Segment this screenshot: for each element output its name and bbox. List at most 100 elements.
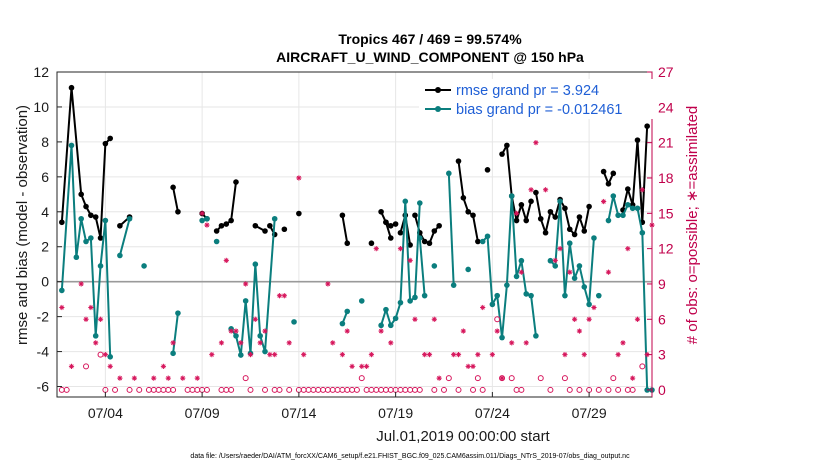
obs-possible-marker [595,386,602,393]
legend-rmse-marker [435,87,441,93]
bias-point [291,319,297,325]
rmse-point [586,203,592,210]
rmse-point [387,235,394,241]
obs-assimilated-marker [97,316,104,322]
obs-assimilated-marker [615,352,621,358]
bias-point [392,315,399,322]
obs-assimilated-marker [199,210,205,216]
bias-point [421,292,428,299]
rmse-point [228,217,234,224]
obs-assimilated-marker [281,293,287,299]
obs-assimilated-marker [93,340,99,346]
obs-assimilated-marker [489,352,495,358]
y-tick-label: 0 [41,274,49,290]
bias-point [387,322,394,329]
rmse-point [537,215,544,222]
rmse-point [344,240,351,247]
obs-possible-marker [382,386,389,393]
obs-possible-marker [136,386,143,393]
x-tick-label: 07/19 [378,405,413,421]
bias-point [508,193,515,199]
obs-possible-marker [344,386,351,393]
y-tick-label: 12 [33,64,49,80]
obs-possible-marker [561,375,568,382]
bias-point [586,301,592,308]
bias-point [605,217,612,224]
obs-assimilated-marker [243,281,249,287]
gridlines [57,71,652,397]
y2-tick-label: 24 [658,99,674,115]
rmse-point [552,214,559,220]
chart-title: Tropics 467 / 469 = 99.574% [338,31,522,47]
obs-possible-marker [615,386,622,393]
obs-possible-marker [242,375,249,382]
y-tick-label: 8 [41,134,49,150]
bias-point [450,282,457,288]
obs-assimilated-marker [470,363,476,369]
bias-point [494,292,501,299]
obs-possible-marker [402,386,409,393]
chart-subtitle: AIRCRAFT_U_WIND_COMPONENT @ 150 hPa [276,49,584,65]
obs-assimilated-marker [630,375,636,381]
obs-assimilated-marker [170,340,176,346]
rmse-point [518,201,525,208]
rmse-point [571,231,578,238]
obs-assimilated-marker [422,352,428,358]
obs-assimilated-marker [576,328,583,334]
obs-possible-marker [378,386,385,393]
bias-point [591,235,597,241]
bias-point [126,215,133,222]
obs-assimilated-marker [373,246,379,252]
obs-possible-marker [397,386,404,393]
y-tick-label: -6 [37,379,50,395]
rmse-point [605,181,612,187]
data-file-footnote: data file: /Users/raeder/DAI/ATM_forcXX/… [190,453,630,460]
obs-assimilated-marker [542,187,549,193]
bias-point [625,201,631,208]
bias-point [571,275,578,281]
y2-tick-label: 3 [658,347,666,363]
obs-possible-marker [629,386,636,393]
y2-tick-label: 0 [658,382,666,398]
obs-assimilated-marker [88,304,94,311]
rmse-point [528,198,534,205]
bias-point [504,282,510,288]
obs-assimilated-marker [634,316,641,322]
obs-possible-marker [416,386,423,393]
obs-assimilated-marker [257,340,263,346]
bias-point [78,215,84,222]
rmse-point [421,238,428,245]
x-tick-label: 07/14 [281,405,316,421]
bias-point [344,308,351,315]
x-tick-label: 07/29 [572,405,607,421]
obs-possible-marker [310,386,317,393]
obs-possible-marker [189,386,196,393]
y2-tick-label: 15 [658,205,674,221]
rmse-point [504,142,510,149]
obs-assimilated-marker [160,363,167,369]
rmse-line-segment [341,215,349,244]
obs-possible-marker [339,386,346,393]
bias-point [610,193,617,199]
obs-assimilated-marker [223,257,229,264]
obs-possible-marker [513,386,520,393]
bias-line-segment [60,144,112,357]
bias-point [431,263,438,269]
rmse-point [267,222,273,229]
obs-count-layer [58,140,655,393]
obs-assimilated-marker [363,363,370,369]
bias-point [271,215,278,222]
rmse-point [499,151,505,157]
bias-line-segment [447,173,455,286]
bias-point [417,200,423,206]
rmse-point [218,222,225,229]
obs-assimilated-marker [272,352,278,358]
obs-assimilated-marker [436,375,442,381]
obs-assimilated-marker [499,375,505,381]
rmse-point [426,240,433,247]
obs-assimilated-marker [451,352,457,358]
bias-line-segment [172,313,179,354]
obs-possible-marker [576,386,583,393]
obs-assimilated-marker [475,352,481,358]
obs-possible-marker [407,386,414,393]
